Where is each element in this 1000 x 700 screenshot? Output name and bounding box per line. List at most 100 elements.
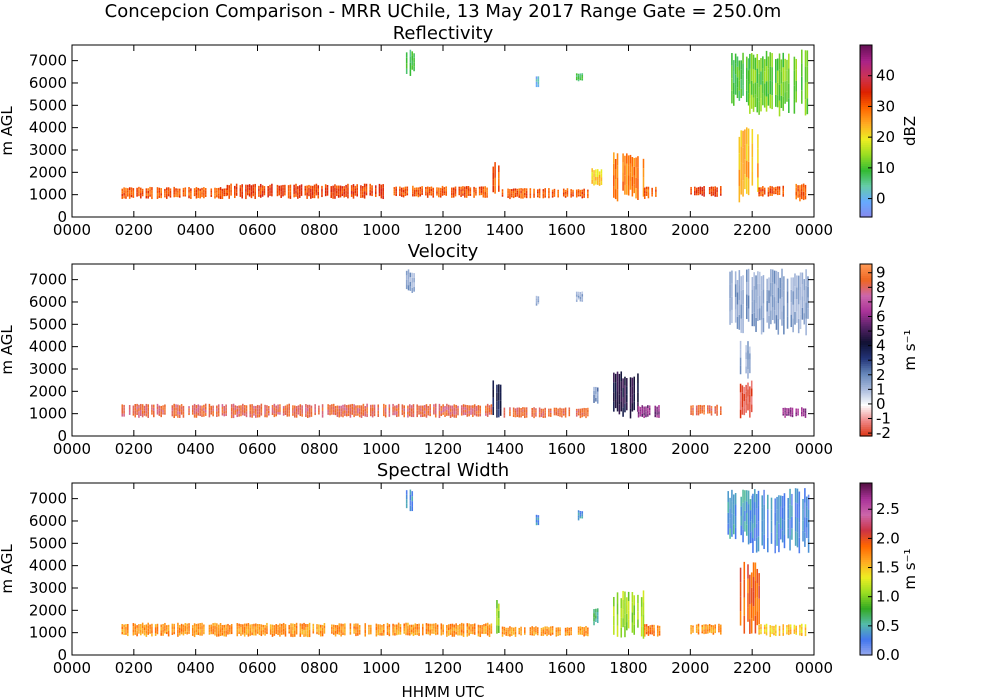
- data-cell: [336, 414, 339, 417]
- data-cell: [299, 623, 302, 627]
- data-cell: [548, 627, 550, 630]
- data-cell: [587, 414, 589, 417]
- data-cell: [762, 93, 764, 106]
- data-cell: [123, 629, 125, 633]
- data-cell: [627, 610, 630, 620]
- data-cell: [397, 622, 400, 626]
- data-cell: [739, 357, 742, 366]
- data-cell: [475, 405, 478, 409]
- data-cell: [345, 190, 347, 194]
- x-tick-label: 1600: [548, 659, 586, 677]
- data-cell: [316, 624, 318, 627]
- data-cell: [327, 404, 329, 407]
- data-cell: [408, 624, 411, 628]
- data-cell: [278, 190, 281, 193]
- data-cell: [127, 627, 129, 631]
- data-cell: [575, 291, 578, 295]
- data-cell: [177, 195, 179, 198]
- data-cell: [169, 195, 172, 198]
- data-cell: [470, 412, 472, 415]
- data-cell: [734, 284, 737, 297]
- data-cell: [579, 415, 582, 419]
- data-cell: [363, 194, 366, 199]
- data-cell: [451, 413, 454, 417]
- data-cell: [121, 407, 124, 411]
- data-cell: [740, 525, 742, 536]
- data-cell: [581, 75, 584, 77]
- data-cell: [431, 626, 433, 629]
- data-cell: [647, 630, 650, 634]
- data-cell: [769, 631, 772, 635]
- data-cell: [358, 405, 361, 409]
- data-cell: [459, 632, 461, 636]
- data-cell: [742, 275, 744, 290]
- data-cell: [779, 288, 781, 299]
- data-cell: [581, 299, 584, 302]
- data-cell: [468, 405, 470, 409]
- data-cell: [223, 408, 226, 412]
- data-cell: [147, 628, 149, 632]
- data-cell: [754, 82, 757, 95]
- data-cell: [566, 633, 569, 636]
- data-cell: [538, 409, 541, 413]
- data-cell: [645, 189, 648, 192]
- data-cell: [775, 633, 777, 637]
- data-cell: [778, 53, 781, 70]
- data-cell: [763, 504, 765, 520]
- data-cell: [394, 624, 396, 628]
- data-cell: [591, 179, 593, 184]
- data-cell: [428, 186, 431, 190]
- colorbar-segment: [860, 515, 872, 518]
- data-cell: [396, 624, 398, 628]
- data-cell: [754, 57, 757, 71]
- colorbar-segment: [860, 542, 872, 545]
- data-cell: [591, 168, 593, 173]
- data-cell: [740, 318, 742, 333]
- data-cell: [412, 410, 415, 414]
- data-cell: [651, 187, 653, 190]
- data-cell: [769, 66, 772, 81]
- x-tick-label: 1400: [486, 440, 524, 458]
- data-cell: [782, 96, 785, 111]
- data-cell: [614, 399, 617, 409]
- data-cell: [758, 296, 761, 309]
- data-cell: [758, 598, 760, 612]
- data-cell: [158, 408, 161, 411]
- data-cell: [355, 632, 357, 637]
- data-cell: [310, 405, 313, 409]
- colorbar-segment: [860, 584, 872, 587]
- data-cell: [149, 631, 151, 634]
- data-cell: [388, 630, 391, 634]
- data-cell: [125, 626, 127, 630]
- data-cell: [548, 629, 550, 632]
- data-cell: [358, 632, 361, 635]
- x-tick-label: 1400: [486, 221, 524, 239]
- data-cell: [411, 55, 414, 61]
- data-cell: [740, 276, 742, 291]
- data-cell: [420, 405, 422, 409]
- data-cell: [334, 408, 337, 411]
- data-cell: [793, 627, 796, 630]
- colorbar-segment: [860, 207, 872, 210]
- data-cell: [141, 192, 144, 195]
- data-cell: [338, 408, 341, 412]
- data-cell: [447, 630, 450, 633]
- data-cell: [742, 502, 744, 516]
- data-cell: [123, 624, 125, 628]
- data-cell: [235, 186, 238, 190]
- data-cell: [525, 412, 528, 416]
- data-cell: [210, 194, 213, 197]
- data-cell: [421, 411, 424, 415]
- data-cell: [537, 302, 540, 305]
- data-cell: [583, 634, 585, 637]
- data-cell: [136, 633, 138, 637]
- colorbar-segment: [860, 609, 872, 612]
- data-cell: [371, 187, 373, 191]
- data-cell: [184, 625, 187, 629]
- data-cell: [626, 153, 628, 164]
- data-cell: [477, 630, 480, 634]
- data-cell: [130, 194, 133, 198]
- data-cell: [509, 411, 511, 414]
- data-cell: [321, 414, 324, 418]
- data-cell: [217, 190, 220, 194]
